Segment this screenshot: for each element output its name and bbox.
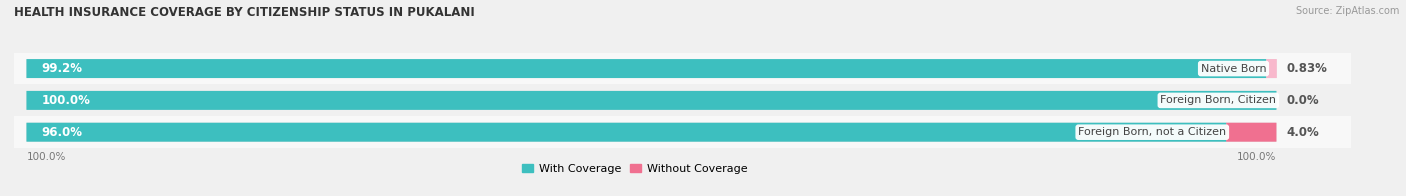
FancyBboxPatch shape	[27, 91, 1277, 110]
FancyBboxPatch shape	[27, 91, 1277, 110]
FancyBboxPatch shape	[1267, 59, 1277, 78]
Text: 4.0%: 4.0%	[1286, 126, 1319, 139]
FancyBboxPatch shape	[27, 59, 1267, 78]
FancyBboxPatch shape	[14, 53, 1351, 84]
Text: 0.0%: 0.0%	[1286, 94, 1319, 107]
FancyBboxPatch shape	[27, 123, 1226, 142]
Text: 100.0%: 100.0%	[1237, 152, 1277, 162]
FancyBboxPatch shape	[27, 123, 1277, 142]
Text: 0.83%: 0.83%	[1286, 62, 1327, 75]
Text: Native Born: Native Born	[1201, 64, 1267, 74]
Text: Foreign Born, not a Citizen: Foreign Born, not a Citizen	[1078, 127, 1226, 137]
FancyBboxPatch shape	[27, 59, 1277, 78]
FancyBboxPatch shape	[14, 84, 1351, 116]
Text: Source: ZipAtlas.com: Source: ZipAtlas.com	[1295, 6, 1399, 16]
Text: 100.0%: 100.0%	[27, 152, 66, 162]
Text: 99.2%: 99.2%	[42, 62, 83, 75]
Text: Foreign Born, Citizen: Foreign Born, Citizen	[1160, 95, 1277, 105]
FancyBboxPatch shape	[1226, 123, 1277, 142]
Text: 96.0%: 96.0%	[42, 126, 83, 139]
Text: 100.0%: 100.0%	[42, 94, 90, 107]
Text: HEALTH INSURANCE COVERAGE BY CITIZENSHIP STATUS IN PUKALANI: HEALTH INSURANCE COVERAGE BY CITIZENSHIP…	[14, 6, 475, 19]
FancyBboxPatch shape	[14, 116, 1351, 148]
Legend: With Coverage, Without Coverage: With Coverage, Without Coverage	[517, 159, 752, 178]
